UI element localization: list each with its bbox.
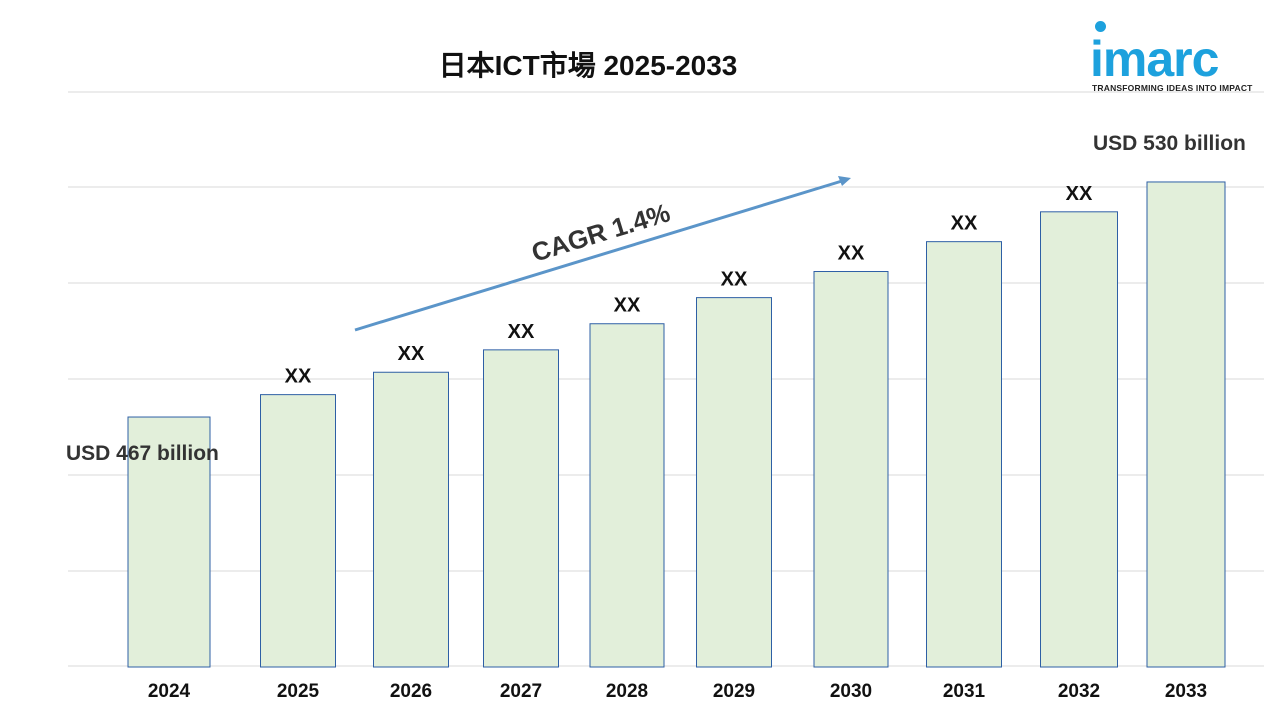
x-tick-label-2025: 2025 bbox=[277, 681, 320, 702]
bar-2024 bbox=[127, 416, 211, 668]
bar-value-label-2031: XX bbox=[951, 213, 978, 235]
x-tick-label-2032: 2032 bbox=[1058, 681, 1100, 702]
bar-2026 bbox=[373, 371, 449, 668]
cagr-arrow bbox=[354, 179, 843, 332]
end-value-label: USD 530 billion bbox=[1093, 132, 1246, 155]
x-tick-label-2027: 2027 bbox=[500, 681, 542, 702]
cagr-label: CAGR 1.4% bbox=[528, 197, 674, 268]
bar-value-label-2027: XX bbox=[508, 321, 535, 343]
x-tick-label-2033: 2033 bbox=[1165, 681, 1207, 702]
bar-2027 bbox=[483, 349, 559, 668]
bar-2031 bbox=[926, 241, 1002, 668]
bar-value-label-2029: XX bbox=[721, 269, 748, 291]
bar-2028 bbox=[589, 323, 665, 668]
bars bbox=[127, 181, 1226, 668]
logo-tagline: TRANSFORMING IDEAS INTO IMPACT bbox=[1092, 83, 1253, 93]
x-tick-label-2026: 2026 bbox=[390, 681, 432, 702]
logo-dot-icon bbox=[1095, 21, 1106, 32]
bar-2029 bbox=[696, 297, 772, 668]
x-tick-label-2029: 2029 bbox=[713, 681, 755, 702]
bar-2025 bbox=[260, 394, 336, 668]
imarc-logo: imarc TRANSFORMING IDEAS INTO IMPACT bbox=[1090, 18, 1265, 98]
x-tick-label-2028: 2028 bbox=[606, 681, 648, 702]
x-tick-label-2030: 2030 bbox=[830, 681, 872, 702]
bar-value-label-2032: XX bbox=[1066, 183, 1093, 205]
bar-2030 bbox=[813, 271, 889, 668]
bar-2032 bbox=[1040, 211, 1118, 668]
logo-wordmark: imarc bbox=[1090, 31, 1219, 87]
bar-value-labels: XX XX XX XX XX XX XX XX bbox=[285, 183, 1093, 388]
bar-value-label-2025: XX bbox=[285, 366, 312, 388]
x-tick-label-2031: 2031 bbox=[943, 681, 986, 702]
cagr-arrow-head-icon bbox=[838, 176, 851, 186]
x-axis-tick-labels: 2024 2025 2026 2027 2028 2029 2030 2031 2032 2033 bbox=[148, 681, 1207, 702]
start-value-label: USD 467 billion bbox=[66, 442, 219, 465]
bar-2033 bbox=[1146, 181, 1226, 668]
bar-value-label-2030: XX bbox=[838, 243, 865, 265]
bar-value-label-2026: XX bbox=[398, 343, 425, 365]
bar-value-label-2028: XX bbox=[614, 295, 641, 317]
x-tick-label-2024: 2024 bbox=[148, 681, 191, 702]
chart-title: 日本ICT市場 2025-2033 bbox=[438, 50, 738, 81]
